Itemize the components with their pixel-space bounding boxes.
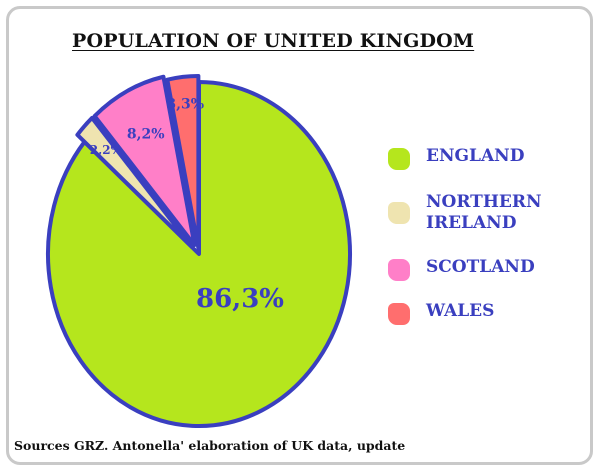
data-label-wales: 3,3% bbox=[166, 96, 204, 112]
legend-item-northern-ireland: NORTHERN IRELAND bbox=[388, 192, 566, 234]
legend-label-wales: WALES bbox=[426, 301, 495, 321]
legend-label-england: ENGLAND bbox=[426, 146, 525, 166]
data-label-northern-ireland: 2,2% bbox=[90, 143, 123, 157]
pie-slice-wales bbox=[165, 74, 201, 251]
legend-swatch-scotland bbox=[388, 259, 410, 281]
data-label-scotland: 8,2% bbox=[127, 126, 165, 142]
legend-item-england: ENGLAND bbox=[388, 146, 566, 170]
pie-slice-scotland bbox=[92, 74, 197, 248]
legend-swatch-england bbox=[388, 148, 410, 170]
data-label-england: 86,3% bbox=[196, 284, 284, 314]
pie-slice-england bbox=[46, 80, 352, 428]
legend-label-scotland: SCOTLAND bbox=[426, 257, 535, 277]
legend-swatch-wales bbox=[388, 303, 410, 325]
legend-label-northern-ireland: NORTHERN IRELAND bbox=[426, 192, 542, 233]
source-note: Sources GRZ. Antonella' elaboration of U… bbox=[14, 438, 406, 453]
pie-slice-northern-ireland bbox=[75, 115, 194, 249]
legend-item-wales: WALES bbox=[388, 301, 566, 325]
legend-swatch-northern-ireland bbox=[388, 202, 410, 224]
chart-title: POPULATION OF UNITED KINGDOM bbox=[72, 30, 475, 52]
legend-item-scotland: SCOTLAND bbox=[388, 257, 566, 281]
